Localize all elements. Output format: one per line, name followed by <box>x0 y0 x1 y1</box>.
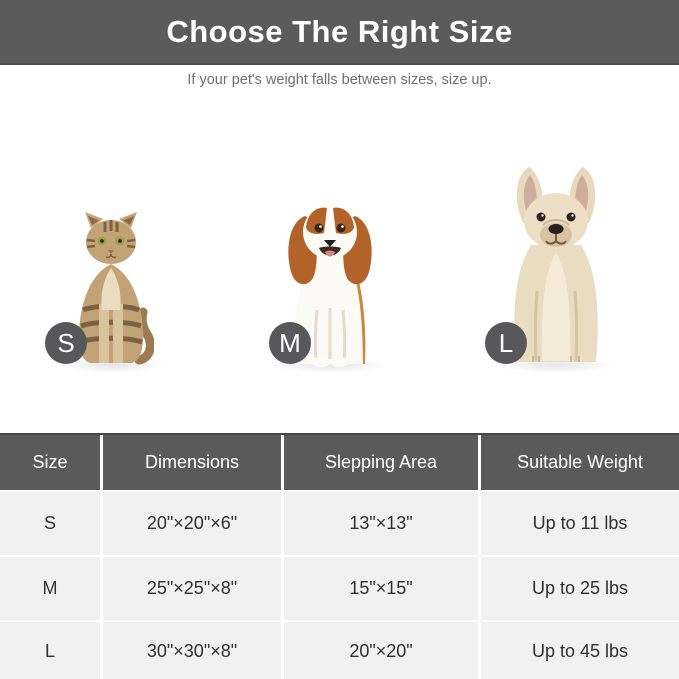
column-header-suitable-weight: Suitable Weight <box>481 435 679 490</box>
pet-dog-large <box>502 161 610 368</box>
pet-size-illustrations: S M L <box>0 95 679 433</box>
column-header-sleeping-area: Slepping Area <box>284 435 478 490</box>
header-banner: Choose The Right Size <box>0 0 679 65</box>
column-header-size: Size <box>0 435 100 490</box>
size-badge-l: L <box>485 322 527 364</box>
table-cell-weight-l: Up to 45 lbs <box>481 622 679 679</box>
pet-dog-medium <box>278 188 382 368</box>
spaniel-dog-illustration <box>288 205 372 367</box>
size-badge-s: S <box>45 322 87 364</box>
table-cell-dimensions-s: 20"×20"×6" <box>103 492 281 555</box>
cat-illustration <box>78 212 155 365</box>
table-cell-area-l: 20"×20" <box>284 622 478 679</box>
french-bulldog-illustration <box>514 167 598 362</box>
table-cell-weight-m: Up to 25 lbs <box>481 557 679 620</box>
table-cell-dimensions-m: 25"×25"×8" <box>103 557 281 620</box>
table-cell-area-s: 13"×13" <box>284 492 478 555</box>
table-cell-dimensions-l: 30"×30"×8" <box>103 622 281 679</box>
table-cell-area-m: 15"×15" <box>284 557 478 620</box>
table-cell-size-m: M <box>0 557 100 620</box>
table-cell-size-s: S <box>0 492 100 555</box>
size-badge-m: M <box>269 322 311 364</box>
pet-cat <box>68 212 155 368</box>
size-up-note: If your pet's weight falls between sizes… <box>187 72 492 88</box>
subtitle-row: If your pet's weight falls between sizes… <box>0 65 679 95</box>
page-title: Choose The Right Size <box>166 13 513 49</box>
table-cell-weight-s: Up to 11 lbs <box>481 492 679 555</box>
table-cell-size-l: L <box>0 622 100 679</box>
size-table: Size Dimensions Slepping Area Suitable W… <box>0 433 679 679</box>
column-header-dimensions: Dimensions <box>103 435 281 490</box>
